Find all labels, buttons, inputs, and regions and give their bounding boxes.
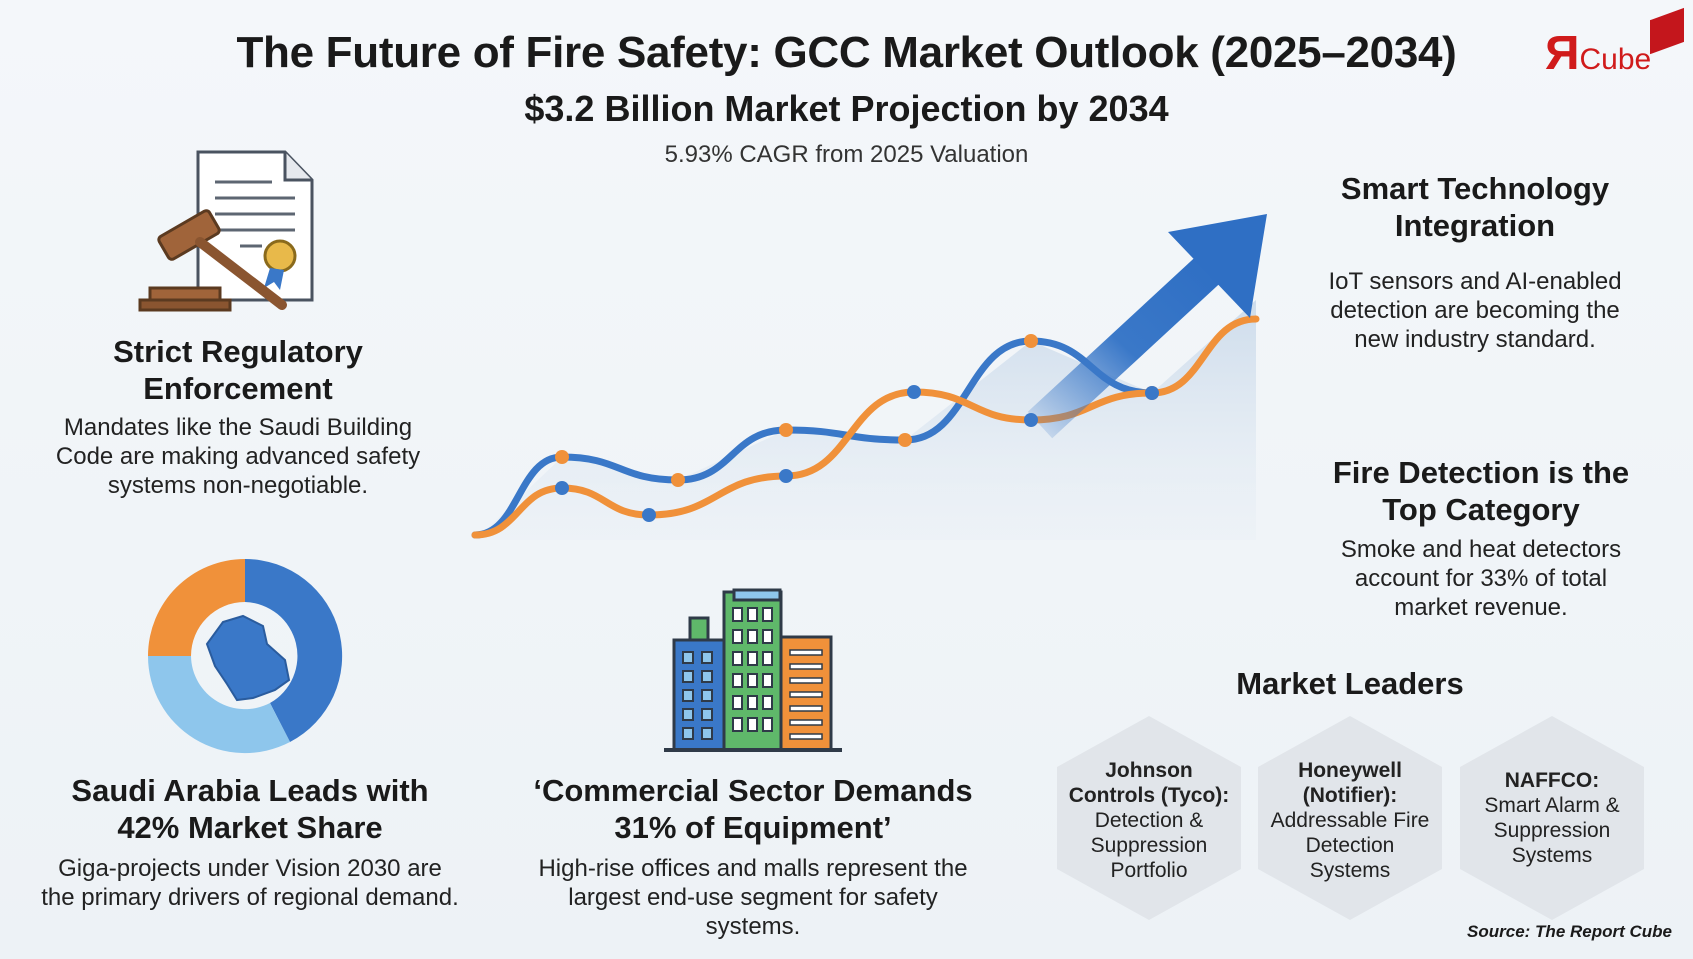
leader-name: NAFFCO:: [1504, 769, 1600, 792]
line-marker: [779, 469, 793, 483]
window: [701, 670, 713, 683]
window: [732, 695, 743, 710]
section-body: Mandates like the Saudi Building Code ar…: [55, 414, 421, 499]
window: [682, 689, 694, 702]
section-body: High-rise offices and malls represent th…: [538, 855, 968, 940]
share-donut: [147, 558, 343, 754]
window: [701, 727, 713, 740]
leader-description: Detection & Suppression Portfolio: [1090, 809, 1208, 882]
leader: NAFFCO: Smart Alarm & Suppression Systems: [1467, 768, 1637, 868]
window: [762, 629, 773, 644]
window: [747, 607, 758, 622]
logo-mark: Я: [1545, 27, 1580, 80]
window: [747, 629, 758, 644]
window: [732, 629, 743, 644]
window: [747, 651, 758, 666]
window: [789, 663, 823, 670]
window: [762, 651, 773, 666]
section-body: IoT sensors and AI-enabled detection are…: [1328, 268, 1622, 353]
leader: Johnson Controls (Tyco): Detection & Supp…: [1064, 758, 1234, 883]
title: The Future of Fire Safety: GCC Market Ou…: [236, 28, 1457, 77]
window: [762, 717, 773, 732]
leader-name: Johnson Controls (Tyco):: [1068, 759, 1230, 807]
leader-hexagon: [1460, 716, 1644, 920]
window: [747, 673, 758, 688]
window: [732, 607, 743, 622]
logo-text: Cube: [1579, 43, 1652, 76]
section-heading: Fire Detection is the Top Category: [1332, 455, 1630, 527]
line-marker: [898, 433, 912, 447]
line-marker: [671, 473, 685, 487]
leader-hexagon: [1057, 716, 1241, 920]
window: [682, 651, 694, 664]
line-marker: [555, 450, 569, 464]
section-heading: ‘Commercial Sector Demands 31% of Equipm…: [533, 773, 973, 845]
window: [701, 651, 713, 664]
window: [682, 670, 694, 683]
line-marker: [1024, 334, 1038, 348]
line-marker: [555, 481, 569, 495]
tagline: 5.93% CAGR from 2025 Valuation: [664, 141, 1029, 168]
leader-description: Smart Alarm & Suppression Systems: [1484, 794, 1620, 867]
arrow-shaft: [1027, 254, 1223, 439]
window: [762, 607, 773, 622]
line-marker: [779, 423, 793, 437]
line-marker: [642, 508, 656, 522]
section-heading: Strict Regulatory Enforcement: [113, 334, 363, 406]
window: [747, 717, 758, 732]
window: [682, 708, 694, 721]
line-marker: [907, 385, 921, 399]
regulation-icon: [138, 150, 314, 312]
building-windows: [682, 607, 823, 740]
leaders-title: Market Leaders: [1236, 666, 1464, 701]
leader-hexagon: [1258, 716, 1442, 920]
window: [701, 689, 713, 702]
section-body: Smoke and heat detectors account for 33%…: [1340, 536, 1622, 621]
window: [789, 691, 823, 698]
source: Source: The Report Cube: [1467, 922, 1672, 941]
line-marker: [1145, 386, 1159, 400]
section-heading: Saudi Arabia Leads with 42% Market Share: [71, 773, 429, 845]
window: [701, 708, 713, 721]
window: [762, 695, 773, 710]
window: [732, 651, 743, 666]
arrow-head: [1168, 214, 1267, 318]
window: [789, 677, 823, 684]
section-body: Giga-projects under Vision 2030 are the …: [41, 855, 459, 911]
window: [789, 649, 823, 656]
section-heading: Smart Technology Integration: [1340, 171, 1610, 243]
line-marker: [1024, 413, 1038, 427]
window: [789, 705, 823, 712]
window: [789, 719, 823, 726]
window: [682, 727, 694, 740]
leader: Honeywell (Notifier): Addressable Fire De…: [1265, 758, 1435, 883]
trend-line-orange: [471, 315, 1260, 539]
window: [762, 673, 773, 688]
window: [732, 717, 743, 732]
window: [789, 733, 823, 740]
subtitle: $3.2 Billion Market Projection by 2034: [524, 88, 1169, 129]
logo: ЯCube: [1545, 26, 1651, 81]
window: [747, 695, 758, 710]
leader-name: Honeywell (Notifier):: [1298, 759, 1402, 807]
leader-description: Addressable Fire Detection Systems: [1270, 809, 1430, 882]
window: [732, 673, 743, 688]
